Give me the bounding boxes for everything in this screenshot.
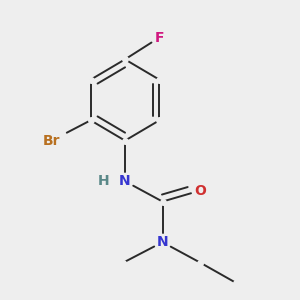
Text: O: O [194,184,206,198]
Text: N: N [157,235,168,249]
Text: Br: Br [43,134,60,148]
Text: H: H [97,174,109,188]
Text: F: F [154,31,164,44]
Text: N: N [119,174,131,188]
